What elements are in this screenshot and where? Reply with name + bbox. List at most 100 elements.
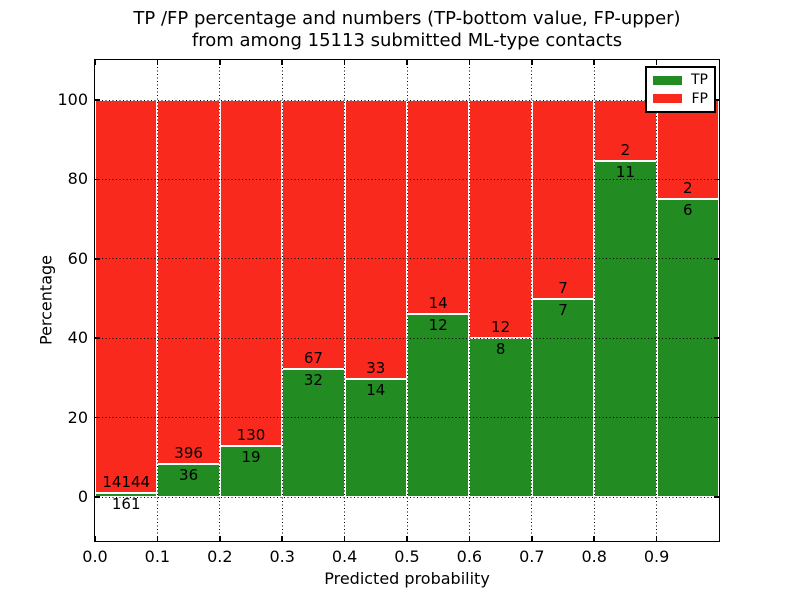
y-tick-label: 20 [67, 407, 88, 427]
x-tick-mark-bottom [343, 536, 346, 541]
x-tick-mark-bottom [156, 536, 159, 541]
bars-layer [95, 60, 719, 541]
bar-segment-tp [95, 492, 158, 497]
tp-count-label: 161 [111, 494, 141, 513]
fp-count-label: 7 [558, 278, 568, 297]
y-tick-mark-right [714, 337, 719, 339]
gridline-vertical [281, 60, 283, 541]
tp-count-label: 14 [366, 380, 386, 399]
gridline-vertical [219, 60, 221, 541]
x-tick-label: 0.0 [82, 547, 108, 566]
y-tick-mark-right [714, 258, 719, 260]
tp-count-label: 19 [241, 448, 261, 467]
bar-segment-tp [282, 368, 345, 497]
x-tick-mark-top [156, 60, 159, 65]
bar-segment-fp [531, 100, 595, 299]
tp-count-label: 12 [428, 315, 448, 334]
bar-segment-fp [219, 100, 283, 447]
legend: TP FP [645, 66, 716, 113]
x-tick-mark-bottom [406, 536, 408, 541]
y-tick-mark-right [714, 178, 719, 181]
x-tick-label: 0.6 [456, 547, 483, 566]
y-tick-mark-left [95, 416, 100, 419]
y-tick-label: 60 [67, 248, 88, 268]
bar-segment-fp [344, 100, 407, 379]
legend-entry-tp: TP [653, 72, 708, 88]
count-labels-layer: 14144 161 396 36 130 19 67 32 33 14 14 12 12 8 7 7 2 11 2 6 [95, 60, 719, 541]
fp-count-label: 2 [683, 179, 693, 198]
tp-count-label: 11 [615, 163, 635, 182]
tp-count-label: 8 [495, 340, 506, 359]
gridline-vertical [344, 60, 346, 541]
y-tick-label: 80 [67, 169, 88, 189]
fp-count-label: 14144 [102, 472, 151, 491]
x-tick-label: 0.3 [269, 547, 295, 566]
x-tick-mark-top [406, 60, 408, 65]
gridline-vertical [593, 60, 595, 541]
x-tick-mark-bottom [281, 536, 283, 541]
x-tick-mark-top [219, 60, 221, 65]
tp-count-label: 7 [558, 300, 568, 319]
x-tick-mark-top [655, 60, 658, 65]
bar-segment-fp [157, 100, 220, 464]
fp-count-label: 14 [428, 293, 448, 312]
legend-label-fp: FP [691, 90, 709, 107]
y-tick-mark-left [95, 337, 100, 339]
y-tick-mark-right [714, 496, 719, 498]
legend-label-tp: TP [691, 72, 708, 89]
y-tick-label: 40 [67, 328, 88, 348]
legend-swatch-tp [653, 75, 682, 85]
y-tick-mark-left [95, 496, 100, 498]
bar-segment-tp [219, 446, 283, 497]
fp-count-label: 33 [366, 358, 386, 377]
x-tick-mark-top [281, 60, 283, 65]
x-tick-label: 0.9 [643, 547, 670, 566]
y-tick-label: 100 [57, 90, 88, 109]
y-tick-mark-left [95, 258, 100, 260]
bar-segment-fp [95, 100, 158, 493]
bar-segment-tp [531, 298, 595, 497]
chart-title: TP /FP percentage and numbers (TP-bottom… [95, 8, 719, 52]
bar-segment-fp [656, 100, 719, 200]
y-tick-mark-right [714, 416, 719, 419]
fp-count-label: 67 [303, 348, 323, 367]
x-tick-mark-top [593, 60, 595, 65]
x-tick-mark-top [343, 60, 346, 65]
x-axis-label: Predicted probability [324, 569, 490, 588]
x-tick-label: 0.2 [207, 547, 233, 566]
x-tick-label: 0.4 [331, 547, 358, 566]
gridline-vertical [656, 60, 658, 541]
legend-entry-fp: FP [653, 91, 708, 107]
fp-count-label: 130 [236, 426, 266, 445]
y-tick-label: 0 [77, 487, 88, 506]
x-tick-label: 0.7 [519, 547, 545, 566]
x-tick-label: 0.5 [394, 547, 420, 566]
x-tick-mark-top [531, 60, 533, 65]
x-tick-mark-bottom [655, 536, 658, 541]
bar-segment-fp [282, 100, 345, 369]
bar-segment-tp [344, 378, 407, 497]
gridline-vertical [531, 60, 533, 541]
bar-segment-fp [407, 100, 470, 314]
chart-title-line2: from among 15113 submitted ML-type conta… [191, 30, 623, 51]
y-tick-mark-left [95, 99, 100, 101]
gridline-vertical [468, 60, 470, 541]
x-tick-mark-bottom [94, 536, 96, 541]
gridline-vertical [156, 60, 158, 541]
bar-segment-tp [407, 313, 470, 497]
grid-layer [95, 60, 719, 541]
bar-segment-tp [594, 161, 657, 497]
gridline-vertical [406, 60, 408, 541]
tp-count-label: 36 [179, 465, 199, 484]
x-tick-label: 0.1 [144, 547, 171, 566]
tp-count-label: 6 [683, 201, 693, 220]
fp-count-label: 2 [620, 141, 631, 160]
bar-segment-tp [157, 463, 220, 497]
x-tick-mark-bottom [468, 536, 471, 541]
x-tick-mark-bottom [219, 536, 221, 541]
x-tick-mark-top [468, 60, 471, 65]
chart-title-line1: TP /FP percentage and numbers (TP-bottom… [133, 8, 681, 29]
y-tick-mark-right [714, 99, 719, 101]
plot-area: 14144 161 396 36 130 19 67 32 33 14 14 12 12 8 7 7 2 11 2 6 [94, 59, 720, 542]
